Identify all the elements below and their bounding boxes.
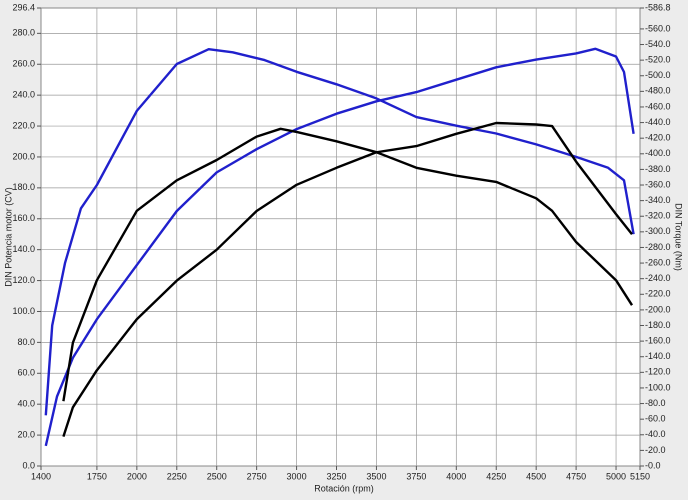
x-tick-label: 2500: [207, 471, 227, 481]
x-tick-label: 1400: [31, 471, 51, 481]
y2-tick-label: -586.8: [645, 2, 671, 12]
x-tick-label: 2750: [247, 471, 267, 481]
series-line: [62, 127, 634, 402]
x-tick-label: 3750: [406, 471, 426, 481]
x-tick-label: 2250: [167, 471, 187, 481]
y-tick-label: 260.0: [12, 59, 35, 69]
y2-tick-label: -380.0: [645, 164, 671, 174]
y2-tick-label: -400.0: [645, 148, 671, 158]
y2-tick-label: -120.0: [645, 367, 671, 377]
x-tick-label: 3000: [287, 471, 307, 481]
y2-tick-label: -20.0: [645, 445, 666, 455]
y2-tick-label: -520.0: [645, 55, 671, 65]
y2-axis-label: DIN Torque (Nm): [674, 203, 684, 271]
y-tick-label: 140.0: [12, 244, 35, 254]
y2-tick-label: -560.0: [645, 23, 671, 33]
y2-tick-label: -220.0: [645, 289, 671, 299]
x-tick-label: 3500: [366, 471, 386, 481]
y-tick-label: 296.4: [12, 2, 35, 12]
x-tick-label: 5000: [606, 471, 626, 481]
series-line: [44, 47, 635, 447]
x-axis-label: Rotación (rpm): [314, 483, 374, 493]
y2-tick-label: -440.0: [645, 117, 671, 127]
y2-tick-label: -200.0: [645, 304, 671, 314]
y2-tick-label: -320.0: [645, 211, 671, 221]
y2-tick-label: -100.0: [645, 382, 671, 392]
x-tick-label: 4000: [446, 471, 466, 481]
series-line: [62, 121, 633, 437]
y2-tick-label: -240.0: [645, 273, 671, 283]
x-tick-label: 1750: [87, 471, 107, 481]
y2-tick-label: -540.0: [645, 39, 671, 49]
x-tick-label: 5150: [630, 471, 650, 481]
x-tick-label: 4750: [566, 471, 586, 481]
y2-tick-label: -500.0: [645, 70, 671, 80]
y-tick-label: 60.0: [17, 368, 35, 378]
y2-tick-label: -460.0: [645, 101, 671, 111]
x-tick-label: 3250: [326, 471, 346, 481]
y2-tick-label: -340.0: [645, 195, 671, 205]
series-line: [44, 48, 635, 416]
y-tick-label: 80.0: [17, 337, 35, 347]
y2-tick-label: -420.0: [645, 133, 671, 143]
y-tick-label: 40.0: [17, 399, 35, 409]
y2-tick-label: -80.0: [645, 398, 666, 408]
y2-tick-label: -60.0: [645, 414, 666, 424]
y-tick-label: 280.0: [12, 28, 35, 38]
y-tick-label: 180.0: [12, 182, 35, 192]
y2-tick-label: -280.0: [645, 242, 671, 252]
y2-tick-label: -140.0: [645, 351, 671, 361]
y-tick-label: 240.0: [12, 90, 35, 100]
y-tick-label: 100.0: [12, 306, 35, 316]
x-tick-label: 2000: [127, 471, 147, 481]
y-tick-label: 160.0: [12, 213, 35, 223]
y2-tick-label: -40.0: [645, 429, 666, 439]
y-tick-label: 20.0: [17, 429, 35, 439]
y2-tick-label: -360.0: [645, 179, 671, 189]
y2-tick-label: -300.0: [645, 226, 671, 236]
y-tick-label: 0.0: [22, 460, 35, 470]
y-tick-label: 200.0: [12, 151, 35, 161]
y2-tick-label: -260.0: [645, 257, 671, 267]
y-tick-label: 120.0: [12, 275, 35, 285]
y2-tick-label: -0.0: [645, 460, 661, 470]
x-tick-label: 4500: [526, 471, 546, 481]
y-axis-label: DIN Potencia motor (CV): [3, 187, 13, 287]
y2-tick-label: -160.0: [645, 335, 671, 345]
y2-tick-label: -480.0: [645, 86, 671, 96]
plot-area: [40, 7, 641, 467]
y-tick-label: 220.0: [12, 120, 35, 130]
x-tick-label: 4250: [486, 471, 506, 481]
y2-tick-label: -180.0: [645, 320, 671, 330]
